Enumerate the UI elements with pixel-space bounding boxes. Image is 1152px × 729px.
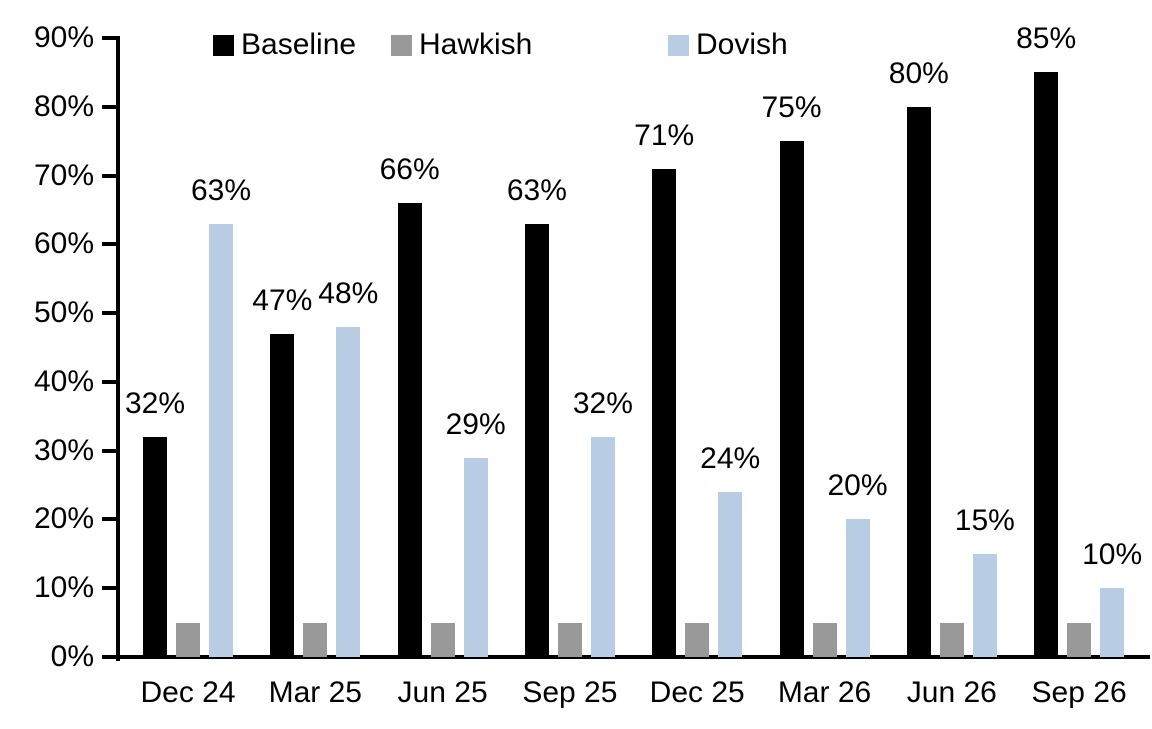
x-axis-label: Jun 26 bbox=[906, 676, 997, 709]
y-tick bbox=[102, 36, 116, 40]
bar-value-label: 85% bbox=[1016, 22, 1077, 56]
x-axis-label: Jun 25 bbox=[397, 676, 488, 709]
bar-hawkish bbox=[176, 622, 200, 657]
x-axis-label: Dec 24 bbox=[140, 676, 236, 709]
y-axis-label: 40% bbox=[33, 364, 94, 398]
y-tick bbox=[102, 655, 116, 659]
y-tick bbox=[102, 173, 116, 178]
bar-value-label: 71% bbox=[634, 118, 695, 152]
bar-baseline bbox=[397, 203, 422, 657]
bar-hawkish bbox=[1067, 622, 1092, 657]
bar-baseline bbox=[779, 141, 804, 657]
x-axis-label: Sep 25 bbox=[522, 676, 618, 709]
y-tick bbox=[102, 517, 116, 522]
bar-value-label: 63% bbox=[506, 173, 567, 207]
bar-value-label: 63% bbox=[190, 173, 252, 207]
y-axis-label: 20% bbox=[33, 502, 94, 536]
bar-value-label: 32% bbox=[572, 386, 633, 420]
x-axis-label: Dec 25 bbox=[649, 676, 745, 709]
bar-value-label: 24% bbox=[700, 441, 761, 475]
bar-baseline bbox=[524, 223, 549, 657]
bar-hawkish bbox=[557, 622, 582, 657]
legend-swatch-baseline bbox=[213, 34, 234, 56]
legend-item-hawkish: Hawkish bbox=[391, 28, 532, 62]
y-tick bbox=[102, 242, 116, 247]
y-tick bbox=[102, 311, 116, 316]
bar-value-label: 15% bbox=[954, 503, 1015, 537]
bar-hawkish bbox=[685, 622, 710, 657]
legend-label: Baseline bbox=[241, 28, 357, 61]
bar-value-label: 20% bbox=[827, 469, 888, 503]
bar-dovish bbox=[590, 436, 615, 657]
y-axis-line bbox=[116, 36, 120, 661]
x-axis-label: Mar 25 bbox=[268, 676, 362, 709]
y-tick bbox=[102, 379, 116, 384]
bar-value-label: 29% bbox=[445, 407, 506, 441]
x-axis-label: Mar 26 bbox=[777, 676, 872, 709]
bar-hawkish bbox=[812, 622, 837, 657]
bar-dovish bbox=[1100, 588, 1125, 657]
legend-label: Hawkish bbox=[419, 28, 533, 61]
bar-baseline bbox=[652, 168, 677, 657]
y-axis-label: 60% bbox=[33, 227, 94, 261]
bar-dovish bbox=[336, 326, 361, 657]
bar-value-label: 75% bbox=[761, 91, 822, 125]
bar-value-label: 32% bbox=[124, 386, 186, 420]
bar-dovish bbox=[972, 553, 997, 657]
bar-value-label: 48% bbox=[318, 276, 379, 310]
y-axis-label: 10% bbox=[33, 571, 94, 605]
bar-value-label: 10% bbox=[1082, 538, 1143, 572]
bar-baseline bbox=[906, 106, 931, 657]
x-axis-label: Sep 26 bbox=[1031, 676, 1127, 709]
bar-baseline bbox=[270, 333, 295, 657]
bar-hawkish bbox=[430, 622, 455, 657]
x-axis-line bbox=[104, 655, 1150, 659]
y-axis-label: 80% bbox=[33, 89, 94, 123]
y-axis-label: 70% bbox=[33, 158, 94, 192]
legend-swatch-dovish bbox=[668, 34, 689, 56]
legend-item-baseline: Baseline bbox=[213, 28, 356, 62]
y-axis-label: 0% bbox=[50, 640, 94, 673]
legend-label: Dovish bbox=[696, 28, 788, 61]
y-axis-label: 50% bbox=[33, 296, 94, 330]
legend-item-dovish: Dovish bbox=[668, 28, 788, 62]
y-tick bbox=[102, 586, 116, 591]
bar-hawkish bbox=[939, 622, 964, 657]
legend-swatch-hawkish bbox=[391, 34, 412, 56]
y-axis-label: 90% bbox=[33, 21, 94, 54]
bar-dovish bbox=[209, 223, 233, 657]
bar-dovish bbox=[718, 491, 743, 657]
y-tick bbox=[102, 448, 116, 453]
bar-baseline bbox=[1034, 72, 1059, 657]
bar-dovish bbox=[463, 457, 488, 657]
bar-baseline bbox=[143, 436, 167, 657]
bar-value-label: 80% bbox=[888, 56, 949, 90]
bar-value-label: 66% bbox=[379, 153, 440, 187]
bar-value-label: 47% bbox=[252, 283, 313, 317]
bar-dovish bbox=[845, 519, 870, 657]
y-tick bbox=[102, 104, 116, 109]
bar-hawkish bbox=[303, 622, 328, 657]
y-axis-label: 30% bbox=[33, 433, 94, 467]
